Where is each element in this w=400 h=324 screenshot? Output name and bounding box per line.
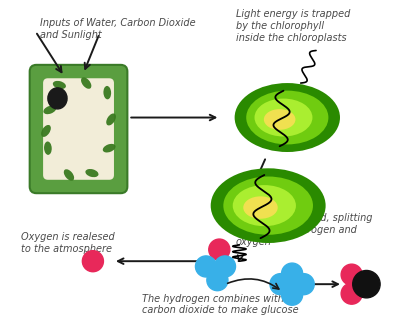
- Ellipse shape: [41, 125, 51, 137]
- Circle shape: [209, 239, 230, 260]
- Ellipse shape: [103, 144, 116, 153]
- Ellipse shape: [106, 113, 116, 125]
- FancyArrowPatch shape: [228, 279, 279, 289]
- FancyBboxPatch shape: [43, 78, 114, 180]
- Ellipse shape: [43, 106, 56, 114]
- Circle shape: [293, 274, 314, 295]
- Circle shape: [282, 284, 303, 305]
- Ellipse shape: [223, 177, 313, 235]
- Text: Energy is released, splitting
water into hydrogen and
oxygen: Energy is released, splitting water into…: [236, 213, 372, 247]
- Ellipse shape: [81, 77, 91, 89]
- Circle shape: [282, 263, 303, 284]
- Circle shape: [214, 256, 236, 277]
- Circle shape: [82, 251, 104, 272]
- Circle shape: [341, 264, 362, 285]
- Text: The hydrogen combines with
carbon dioxide to make glucose: The hydrogen combines with carbon dioxid…: [142, 294, 298, 315]
- Circle shape: [270, 274, 291, 295]
- Text: Oxygen is realesed
to the atmosphere: Oxygen is realesed to the atmosphere: [21, 232, 115, 254]
- Ellipse shape: [104, 86, 111, 99]
- Text: Light energy is trapped
by the chlorophyll
inside the chloroplasts: Light energy is trapped by the chlorophy…: [236, 9, 350, 42]
- Circle shape: [353, 271, 380, 298]
- Text: Inputs of Water, Carbon Dioxide
and Sunlight: Inputs of Water, Carbon Dioxide and Sunl…: [40, 18, 196, 40]
- Circle shape: [341, 283, 362, 304]
- Circle shape: [207, 270, 228, 291]
- Ellipse shape: [53, 81, 66, 89]
- Ellipse shape: [235, 83, 340, 152]
- Ellipse shape: [243, 196, 278, 219]
- Ellipse shape: [85, 169, 98, 177]
- Ellipse shape: [211, 168, 326, 243]
- Ellipse shape: [44, 142, 52, 155]
- Ellipse shape: [254, 98, 312, 136]
- Ellipse shape: [233, 185, 296, 226]
- Circle shape: [196, 256, 216, 277]
- Ellipse shape: [64, 169, 74, 181]
- Ellipse shape: [48, 88, 67, 109]
- FancyBboxPatch shape: [30, 65, 127, 193]
- Ellipse shape: [246, 91, 328, 145]
- Ellipse shape: [264, 109, 296, 130]
